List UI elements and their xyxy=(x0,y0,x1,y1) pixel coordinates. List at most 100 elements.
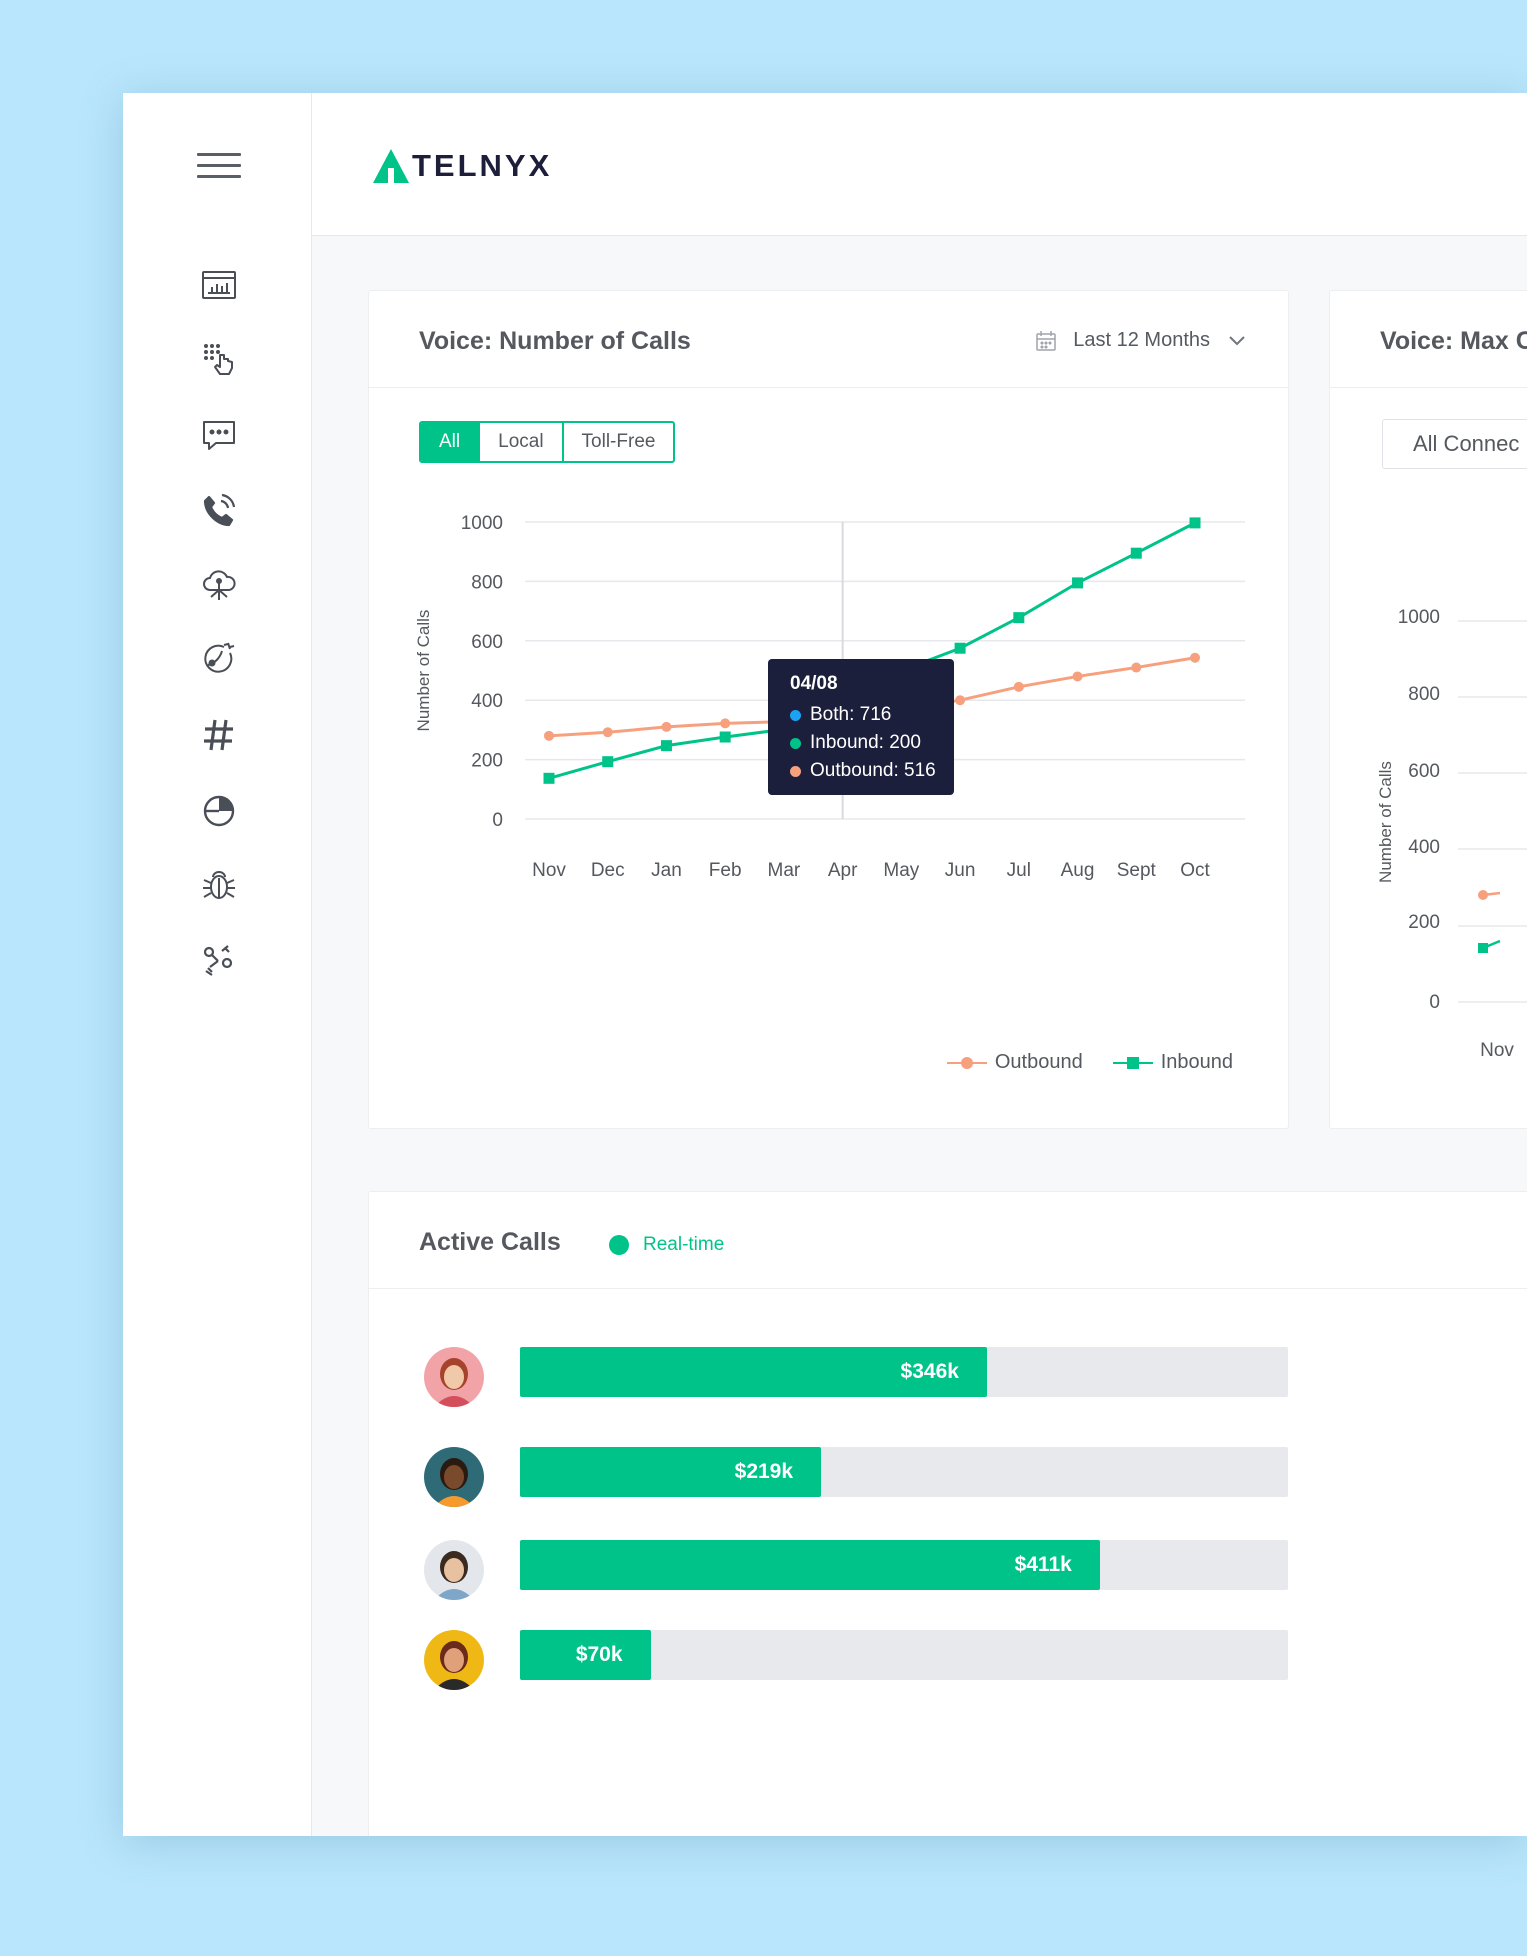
x-tick-label: Jun xyxy=(945,860,976,881)
outbound-dot-icon xyxy=(790,765,801,777)
inbound-marker-icon xyxy=(1112,1056,1153,1069)
data-point-outbound xyxy=(1013,681,1024,692)
connection-select[interactable]: All Connec xyxy=(1382,419,1527,469)
phone-call-icon[interactable] xyxy=(197,488,241,532)
data-point-inbound xyxy=(543,772,555,784)
hash-icon[interactable] xyxy=(197,713,241,757)
legend-outbound[interactable]: Outbound xyxy=(946,1051,1083,1074)
bar-value: $346k xyxy=(900,1360,959,1383)
satellite-icon[interactable] xyxy=(197,638,241,682)
data-point-inbound xyxy=(954,642,966,654)
logo-text: TELNYX xyxy=(412,148,553,183)
sidebar xyxy=(123,93,312,1836)
chart-tooltip: 04/08 Both: 716 Inbound: 200 Outbound: 5… xyxy=(768,659,954,795)
bar-track: $346k xyxy=(520,1347,1288,1397)
inbound-dot-icon xyxy=(790,737,801,749)
data-point-outbound xyxy=(1131,662,1142,673)
x-tick-label: Nov xyxy=(532,860,566,881)
active-call-row[interactable]: $346k xyxy=(424,1347,1344,1407)
active-call-row[interactable]: $70k xyxy=(424,1630,1344,1690)
active-calls-card: Active Calls Real-time $346k $219k $411k $7… xyxy=(368,1191,1527,1836)
data-point-inbound xyxy=(719,731,731,743)
data-point-outbound xyxy=(602,727,613,738)
data-point-inbound xyxy=(602,756,614,768)
data-point-outbound xyxy=(720,718,731,729)
max-calls-card: Voice: Max C All Connec Number of Calls … xyxy=(1329,290,1527,1129)
status-label: Real-time xyxy=(643,1234,725,1255)
y-tick-label: 800 xyxy=(471,572,503,593)
avatar-man-beard-cap-icon xyxy=(434,1641,474,1690)
filter-local[interactable]: Local xyxy=(478,423,561,461)
x-tick-label: Feb xyxy=(709,860,742,881)
calendar-icon xyxy=(1036,330,1056,351)
message-icon[interactable] xyxy=(197,413,241,457)
avatar[interactable] xyxy=(424,1347,484,1407)
data-point-outbound xyxy=(955,695,966,706)
filter-all[interactable]: All xyxy=(421,423,479,461)
data-point-inbound xyxy=(1072,577,1084,589)
date-range-select[interactable]: Last 12 Months xyxy=(1035,329,1246,352)
avatar-woman-curly-hair-icon xyxy=(434,1458,474,1507)
bar-fill: $70k xyxy=(520,1630,651,1680)
data-point-inbound xyxy=(1189,517,1201,529)
inbound-point-2 xyxy=(1478,943,1488,953)
outbound-point-2 xyxy=(1478,890,1488,900)
chevron-down-icon xyxy=(1229,335,1245,345)
bar-fill: $411k xyxy=(520,1540,1100,1590)
chart-legend: Outbound Inbound xyxy=(917,1051,1233,1074)
y-tick-label: 200 xyxy=(471,751,503,772)
pie-chart-icon[interactable] xyxy=(197,788,241,832)
y-tick-2: 0 xyxy=(1429,992,1440,1013)
call-type-filter: All Local Toll-Free xyxy=(419,421,676,463)
data-point-inbound xyxy=(1013,612,1025,624)
date-range-label: Last 12 Months xyxy=(1073,329,1210,351)
tooltip-title: 04/08 xyxy=(790,673,838,694)
menu-icon[interactable] xyxy=(197,153,241,183)
bar-value: $411k xyxy=(1014,1553,1072,1576)
active-call-row[interactable]: $219k xyxy=(424,1447,1344,1507)
bug-icon[interactable] xyxy=(197,863,241,907)
bar-track: $70k xyxy=(520,1630,1288,1680)
x-tick-label: Aug xyxy=(1061,860,1095,881)
bar-fill: $219k xyxy=(520,1447,822,1497)
filter-toll-free[interactable]: Toll-Free xyxy=(561,423,674,461)
cloud-network-icon[interactable] xyxy=(197,563,241,607)
y-tick-label: 1000 xyxy=(461,513,503,534)
x-tick-2: Nov xyxy=(1480,1040,1514,1061)
y-tick-2: 600 xyxy=(1408,761,1440,782)
calls-chart-card: Voice: Number of Calls Last 12 Months Al… xyxy=(368,290,1289,1129)
data-point-outbound xyxy=(661,721,672,732)
data-point-outbound xyxy=(544,730,554,741)
logo-mark-icon xyxy=(373,149,409,184)
telnyx-logo[interactable]: TELNYX xyxy=(372,148,552,184)
y-axis-label: Number of Calls xyxy=(414,610,433,732)
x-tick-label: Jan xyxy=(651,860,682,881)
data-point-inbound xyxy=(660,740,672,752)
realtime-status: Real-time xyxy=(609,1234,724,1256)
avatar[interactable] xyxy=(424,1540,484,1600)
active-call-row[interactable]: $411k xyxy=(424,1540,1344,1600)
x-tick-label: Sept xyxy=(1117,860,1157,881)
data-point-inbound xyxy=(1130,547,1142,559)
both-dot-icon xyxy=(790,709,801,721)
y-tick-label: 400 xyxy=(471,691,503,712)
legend-inbound[interactable]: Inbound xyxy=(1112,1051,1233,1074)
y-tick-2: 1000 xyxy=(1398,607,1440,628)
y-tick-2: 800 xyxy=(1408,684,1440,705)
x-tick-label: Apr xyxy=(828,860,858,881)
avatar[interactable] xyxy=(424,1630,484,1690)
x-tick-label: Dec xyxy=(591,860,625,881)
y-tick-2: 400 xyxy=(1408,837,1440,858)
tooltip-both: Both: 716 xyxy=(810,704,892,725)
x-tick-label: Mar xyxy=(768,860,801,881)
bar-value: $219k xyxy=(734,1460,794,1483)
avatar[interactable] xyxy=(424,1447,484,1507)
x-tick-label: Jul xyxy=(1007,860,1031,881)
legend-outbound-label: Outbound xyxy=(994,1051,1083,1073)
max-calls-chart: Number of Calls 1000 800 600 400 200 0 N… xyxy=(1376,607,1527,1061)
dashboard-icon[interactable] xyxy=(197,263,241,307)
dialpad-icon[interactable] xyxy=(197,338,241,382)
divider xyxy=(369,387,1288,388)
tools-icon[interactable] xyxy=(197,938,241,982)
avatar-man-glasses-icon xyxy=(434,1551,474,1600)
